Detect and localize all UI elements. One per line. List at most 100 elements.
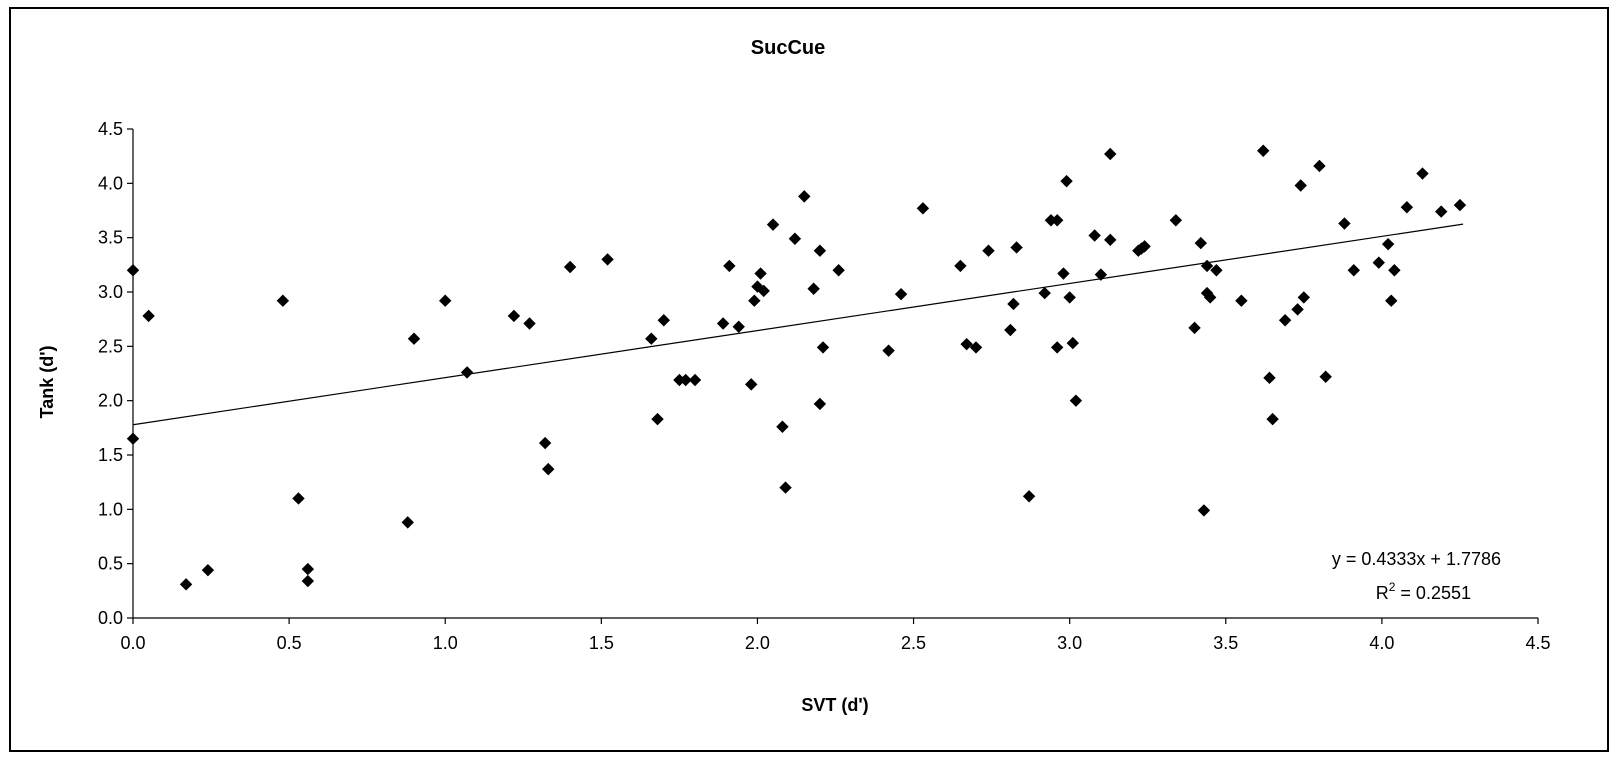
x-tick-label: 0.5 [277,633,302,653]
data-point [1291,303,1304,316]
x-axis-label: SVT (d') [801,695,868,715]
data-point [1088,229,1101,242]
data-point [563,260,577,274]
x-tick-label: 4.0 [1369,633,1394,653]
data-point [1050,214,1064,227]
r-squared-label: R2 = 0.2551 [1376,580,1471,603]
chart-title: SucCue [751,37,825,59]
data-point [723,259,736,273]
data-point [542,462,555,476]
data-point [798,190,811,203]
data-point [1063,291,1076,304]
data-point [1060,174,1073,188]
data-point [1266,412,1279,426]
data-point [1194,236,1208,250]
data-point [1050,341,1064,354]
data-point [1297,291,1311,304]
y-tick-label: 1.0 [98,499,123,519]
data-point [179,578,193,591]
data-point [1038,286,1051,300]
data-point [601,253,614,266]
x-tick-label: 2.0 [745,633,770,653]
data-point [744,378,758,391]
data-point [1313,159,1326,173]
data-point [401,516,414,529]
data-point [813,397,827,411]
data-point [1257,144,1270,157]
data-point [538,436,552,450]
data-point [126,432,140,445]
y-tick-label: 2.0 [98,391,123,411]
data-point [776,420,789,433]
data-point [688,373,702,387]
data-point [1210,264,1223,277]
data-point [1197,504,1211,517]
data-point [716,317,730,330]
data-point [894,287,908,301]
data-point [1138,240,1151,253]
trendline-group [132,223,1464,426]
data-point [1022,490,1036,503]
data-point [301,562,315,576]
data-point [201,563,215,577]
data-point [1004,323,1017,337]
data-point [1453,198,1467,212]
data-point [507,309,521,323]
data-point [766,218,780,231]
data-point [1294,179,1307,192]
data-point [954,259,967,273]
data-point [882,344,895,357]
data-point [1235,294,1248,307]
y-axis-label: Tank (d') [37,346,57,419]
chart-frame: SucCue 0.0 0.5 1.0 1.5 2.0 2.5 3.0 3.5 4.0 4.5 0.… [9,7,1609,752]
scatter-chart: SucCue 0.0 0.5 1.0 1.5 2.0 2.5 3.0 3.5 4.0 4.5 0.… [37,37,1551,715]
y-tick-label: 1.5 [98,445,123,465]
data-point [757,284,770,298]
data-point [1400,201,1414,214]
data-point [748,294,761,307]
data-point [1057,267,1070,280]
trendline-equation: y = 0.4333x + 1.7786 [1332,549,1501,569]
y-tick-label: 4.5 [98,119,123,139]
data-point [1263,371,1276,385]
data-point [1069,394,1083,407]
data-point [1007,297,1020,311]
data-point [813,244,827,257]
data-point [301,574,315,588]
data-point [1010,241,1023,254]
data-point [276,294,290,307]
data-point [732,320,745,333]
data-point [960,337,973,351]
x-tick-label: 2.5 [901,633,926,653]
y-tick-label: 0.5 [98,554,123,574]
data-point [460,366,474,379]
data-point [816,341,830,354]
y-tick-label: 4.0 [98,173,123,193]
data-point [1381,237,1395,251]
y-tick-label: 2.5 [98,336,123,356]
data-point [523,317,536,330]
data-point [807,282,820,295]
data-point [1416,167,1429,180]
data-point [1169,214,1183,227]
x-tick-label: 1.0 [433,633,458,653]
data-point [651,412,664,426]
data-point [832,264,845,277]
data-point [645,332,658,345]
y-tick-label: 0.0 [98,608,123,628]
data-point [1094,268,1108,281]
data-point [916,202,930,215]
x-ticks: 0.0 0.5 1.0 1.5 2.0 2.5 3.0 3.5 4.0 4.5 [120,618,1551,653]
data-point [1104,147,1117,161]
x-tick-label: 3.5 [1213,633,1238,653]
data-point [982,244,995,257]
data-point [1388,264,1401,277]
data-point [126,264,140,277]
data-points [126,144,1467,591]
data-point [788,232,802,245]
data-point [754,267,767,280]
x-tick-label: 4.5 [1525,633,1550,653]
x-tick-label: 3.0 [1057,633,1082,653]
data-point [439,294,452,307]
y-tick-label: 3.5 [98,228,123,248]
